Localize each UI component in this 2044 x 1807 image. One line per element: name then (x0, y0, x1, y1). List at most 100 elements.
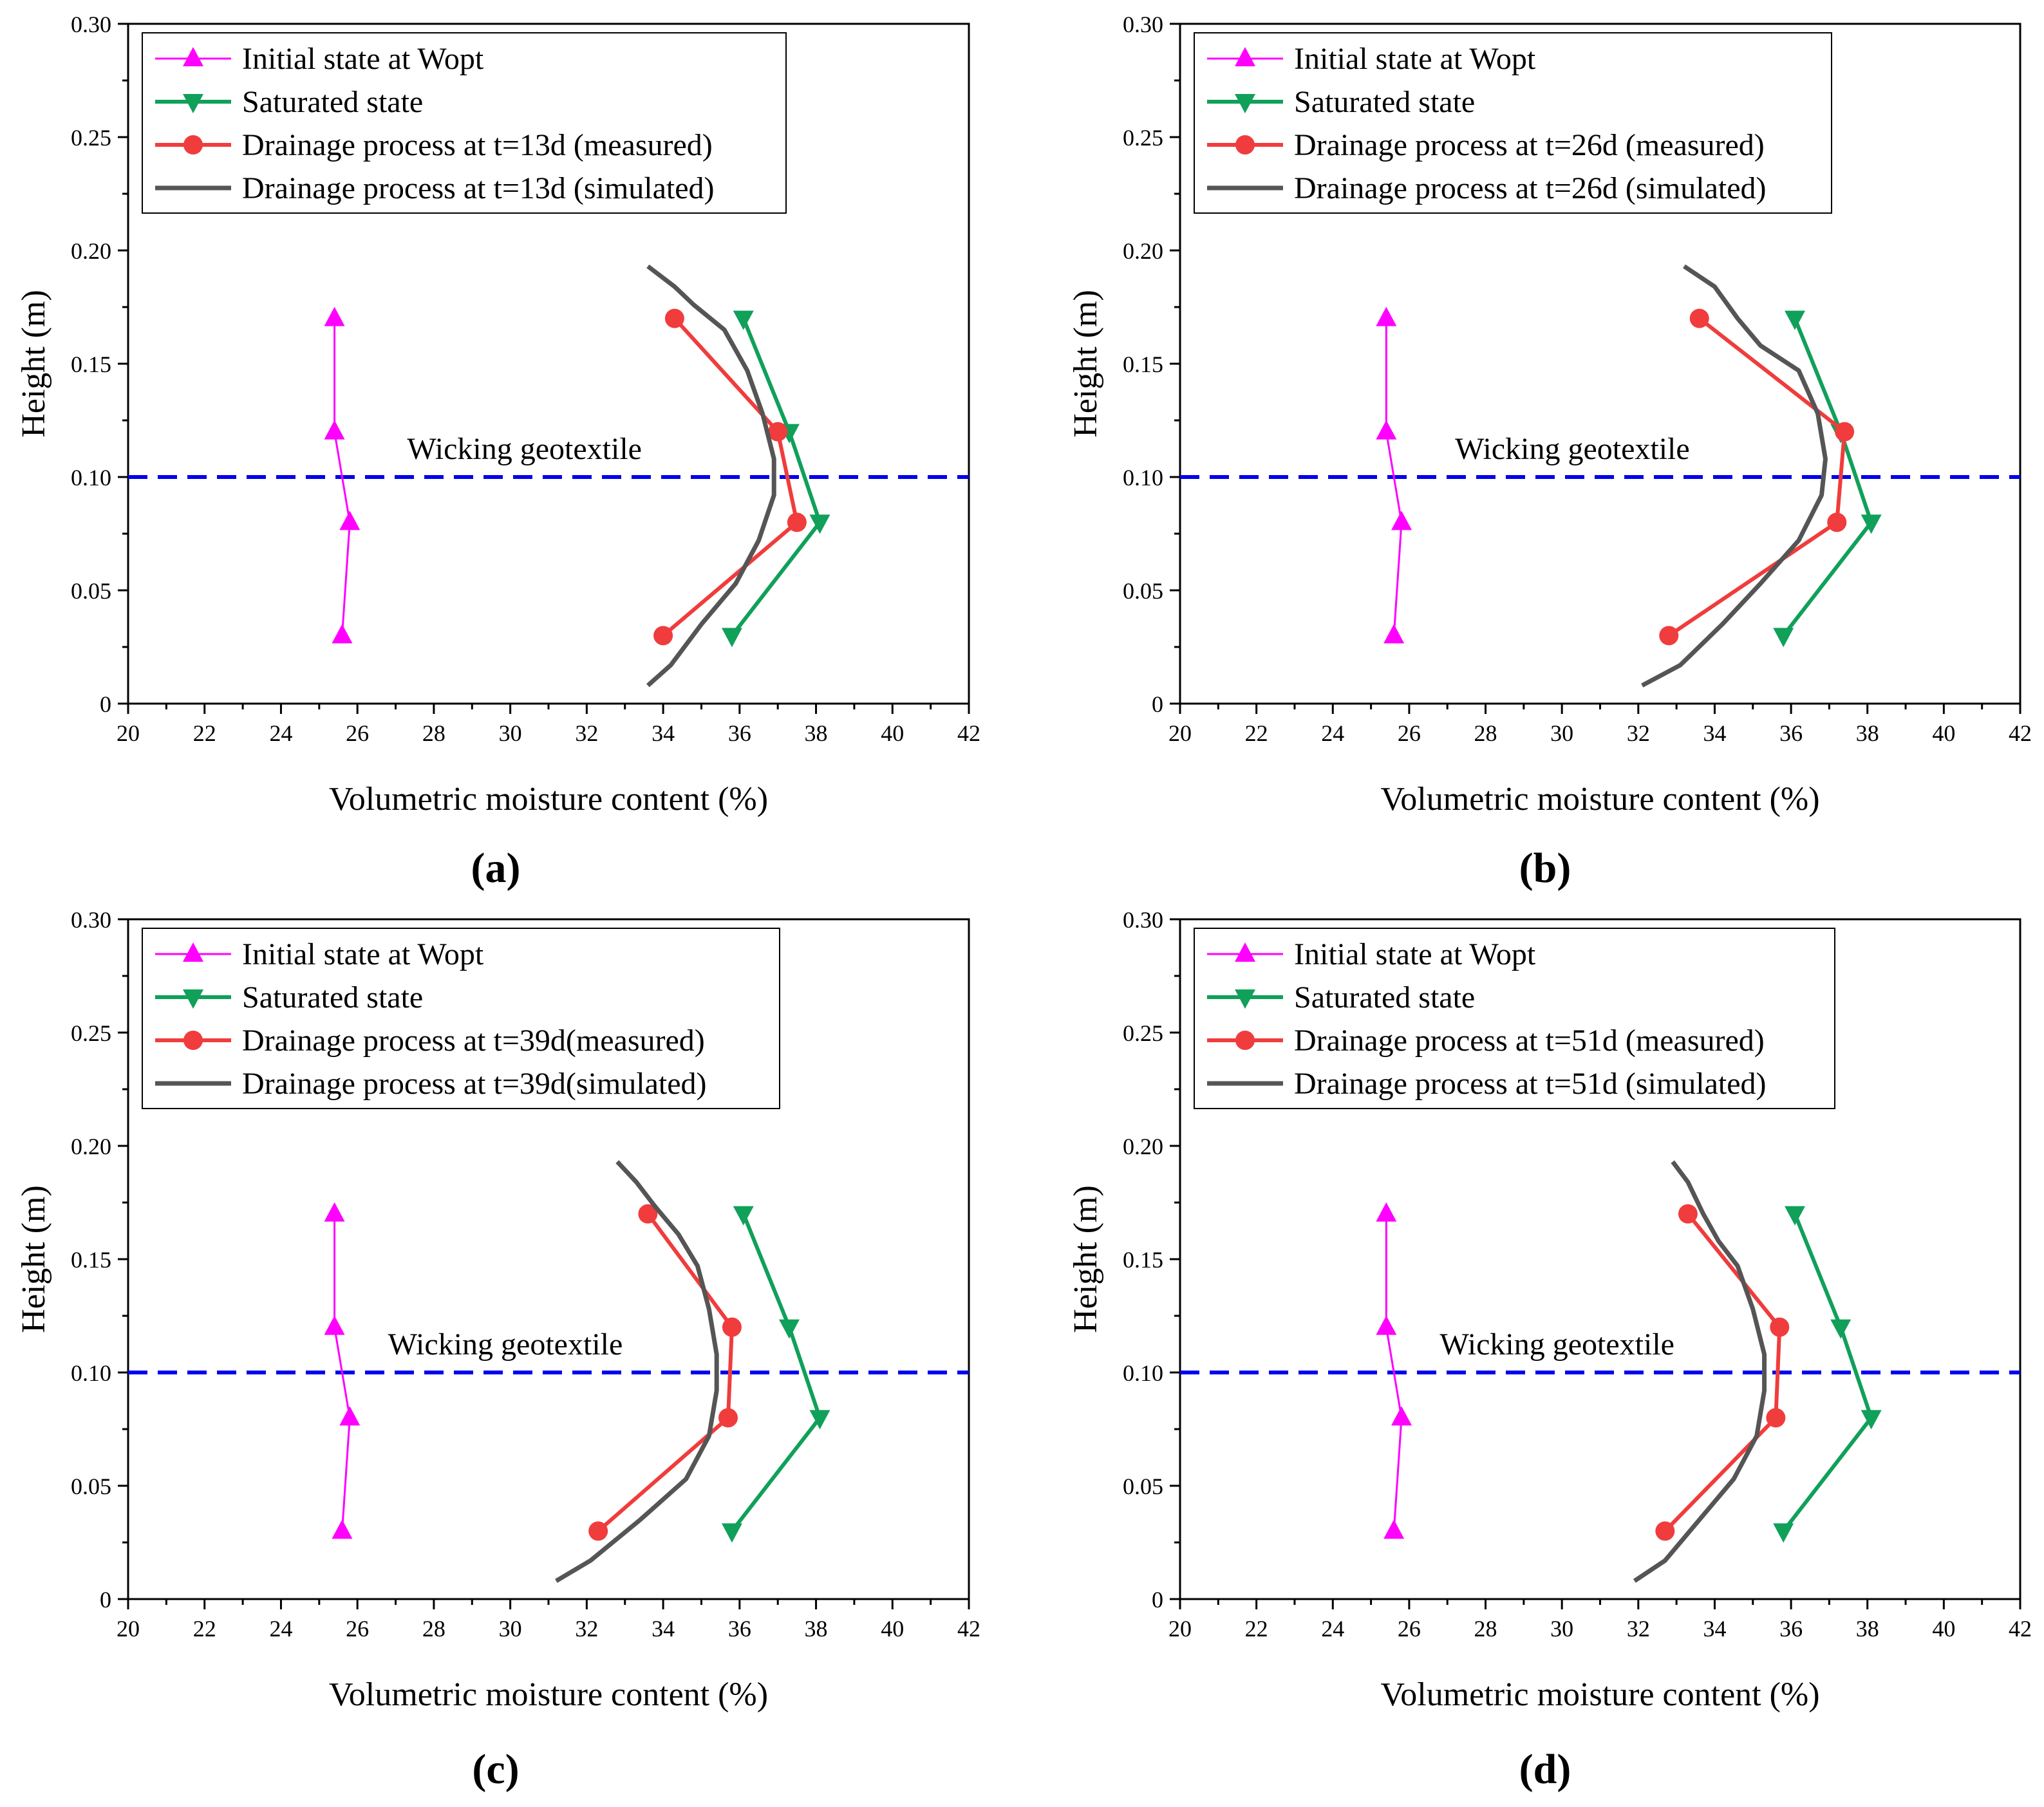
y-tick-label: 0.05 (1123, 1474, 1163, 1499)
y-tick-label: 0.05 (71, 578, 111, 604)
x-tick-label: 22 (193, 1616, 216, 1642)
legend-swatch-marker (1235, 94, 1255, 113)
x-tick-label: 22 (1245, 1616, 1268, 1642)
geotextile-label: Wicking geotextile (1439, 1327, 1674, 1362)
x-tick-label: 36 (728, 1616, 751, 1642)
x-tick-label: 42 (957, 1616, 980, 1642)
legend-label: Drainage process at t=13d (simulated) (242, 171, 715, 205)
y-tick-label: 0.25 (1123, 1020, 1163, 1046)
x-tick-label: 42 (2009, 1616, 2032, 1642)
x-tick-label: 22 (193, 720, 216, 746)
series-3 (646, 264, 776, 688)
y-tick-label: 0.10 (1123, 465, 1163, 491)
y-tick-label: 0.10 (71, 465, 111, 491)
data-point (339, 1406, 361, 1426)
data-point (1376, 306, 1397, 326)
x-tick-label: 30 (499, 720, 522, 746)
y-axis-title: Height (m) (1067, 290, 1104, 438)
series-line (555, 1160, 719, 1583)
x-axis-title: Volumetric moisture content (%) (1380, 781, 1819, 818)
series-line (1633, 1160, 1767, 1583)
data-point (664, 308, 684, 328)
x-tick-label: 36 (1779, 1616, 1803, 1642)
data-point (718, 1408, 738, 1428)
y-tick-label: 0.20 (1123, 238, 1163, 264)
y-tick-label: 0.15 (1123, 351, 1163, 377)
legend-swatch-marker (1235, 1031, 1255, 1050)
legend-box (1194, 928, 1835, 1109)
data-point (324, 306, 345, 326)
legend-swatch-marker (1235, 47, 1255, 66)
series-line (1781, 317, 1873, 637)
series-line (333, 1213, 351, 1531)
legend-label: Initial state at Wopt (242, 937, 484, 971)
y-axis-title: Height (m) (15, 1185, 52, 1333)
legend-label: Saturated state (242, 85, 423, 119)
series-line (1667, 317, 1847, 637)
geotextile-label: Wicking geotextile (1455, 432, 1690, 466)
chart-panel-a: 20 22 24 26 28 30 32 34 36 38 40 42 0 0.05 0.10 0.15 0.2… (15, 12, 980, 892)
legend-swatch-marker (183, 942, 203, 962)
data-point (809, 514, 830, 534)
panel-label: (c) (472, 1746, 519, 1793)
series-3 (1641, 264, 1828, 688)
x-tick-label: 24 (269, 1616, 292, 1642)
x-tick-label: 30 (1550, 1616, 1573, 1642)
x-tick-label: 20 (1168, 720, 1192, 746)
series-3 (1633, 1160, 1767, 1583)
panel-label: (d) (1519, 1746, 1571, 1793)
x-tick-label: 28 (422, 1616, 445, 1642)
legend-swatch-marker (183, 1031, 203, 1050)
series-line (333, 318, 351, 636)
data-point (1659, 626, 1679, 646)
data-point (733, 310, 754, 330)
data-point (332, 624, 353, 644)
data-point (653, 626, 673, 646)
x-tick-label: 26 (1398, 1616, 1421, 1642)
legend-swatch-marker (183, 94, 203, 113)
x-tick-label: 26 (346, 1616, 369, 1642)
data-point (1678, 1204, 1698, 1224)
legend-box (142, 928, 780, 1109)
series-line (730, 317, 822, 637)
x-tick-label: 32 (575, 1616, 598, 1642)
y-tick-label: 0.20 (1123, 1134, 1163, 1159)
series-2 (1659, 308, 1855, 646)
x-tick-label: 40 (881, 1616, 904, 1642)
geotextile-label: Wicking geotextile (388, 1327, 623, 1362)
data-point (1383, 1519, 1405, 1539)
series-line (646, 264, 776, 688)
legend: Initial state at Wopt Saturated state Drai… (1194, 32, 1832, 214)
x-tick-label: 28 (1474, 720, 1497, 746)
x-tick-label: 40 (1932, 1616, 1955, 1642)
x-tick-label: 20 (117, 720, 140, 746)
series-2 (1655, 1204, 1790, 1541)
legend-label: Drainage process at t=51d (measured) (1294, 1024, 1765, 1058)
y-tick-label: 0 (100, 691, 111, 717)
legend-label: Drainage process at t=13d (measured) (242, 128, 713, 162)
legend-label: Initial state at Wopt (1294, 42, 1536, 76)
data-point (1689, 308, 1709, 328)
x-axis-title: Volumetric moisture content (%) (329, 1676, 768, 1713)
legend-swatch-marker (1235, 942, 1255, 962)
data-point (324, 420, 345, 440)
legend-swatch-marker (183, 989, 203, 1009)
x-axis-title: Volumetric moisture content (%) (329, 781, 768, 818)
y-axis-title: Height (m) (1067, 1185, 1104, 1333)
data-point (1773, 628, 1794, 648)
x-tick-label: 24 (1321, 720, 1344, 746)
x-tick-label: 26 (346, 720, 369, 746)
data-point (1785, 310, 1806, 330)
legend-label: Saturated state (1294, 85, 1475, 119)
data-point (733, 1206, 754, 1226)
x-tick-label: 42 (2009, 720, 2032, 746)
x-tick-label: 28 (1474, 1616, 1497, 1642)
data-point (1391, 1406, 1412, 1426)
legend: Initial state at Wopt Saturated state Drai… (142, 928, 780, 1109)
data-point (1376, 420, 1397, 440)
y-tick-label: 0.10 (1123, 1360, 1163, 1386)
x-tick-label: 38 (1856, 720, 1879, 746)
x-tick-label: 22 (1245, 720, 1268, 746)
data-point (332, 1519, 353, 1539)
